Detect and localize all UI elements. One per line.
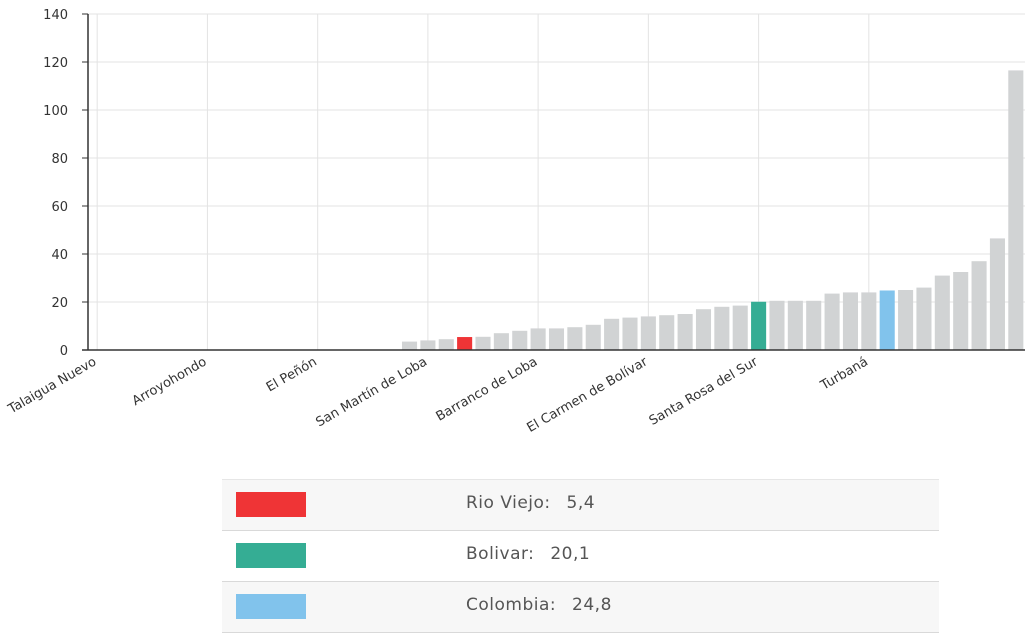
bar-48	[971, 261, 987, 350]
bar-41	[842, 292, 858, 350]
legend-row-colombia: Colombia: 24,8	[222, 582, 939, 633]
legend-swatch-rio-viejo	[236, 492, 306, 517]
bar-34	[714, 306, 730, 350]
bar-46	[934, 275, 950, 350]
legend-text-bolivar: Bolivar: 20,1	[466, 544, 600, 564]
bar-42	[861, 292, 877, 350]
legend-text-colombia: Colombia: 24,8	[466, 595, 622, 615]
y-tick-label-20: 20	[51, 296, 68, 311]
bar-38	[787, 300, 803, 350]
bar-36	[751, 301, 767, 350]
legend-value-bolivar: 20,1	[550, 544, 591, 564]
y-tick-label-40: 40	[51, 248, 68, 263]
legend-table: Rio Viejo: 5,4 Bolivar: 20,1 Colombia: 2…	[222, 479, 939, 633]
legend-label-bolivar: Bolivar:	[466, 544, 535, 564]
bar-21	[475, 336, 491, 350]
legend-label-rio-viejo: Rio Viejo:	[466, 493, 551, 513]
y-tick-label-60: 60	[51, 200, 68, 215]
x-tick-label-18: San Martín de Loba	[313, 354, 429, 430]
bars	[401, 70, 1024, 351]
y-tick-label-140: 140	[43, 8, 68, 23]
y-tick-label-0: 0	[60, 344, 68, 359]
y-axis-ticks: 0 20 40 60 80 100 120 140	[43, 8, 88, 359]
bar-32	[677, 314, 693, 350]
bar-30	[640, 316, 656, 350]
bar-27	[585, 324, 601, 350]
bar-45	[916, 287, 932, 350]
x-tick-label-6: Arroyohondo	[130, 354, 210, 409]
bar-23	[512, 330, 528, 350]
legend-swatch-colombia	[236, 594, 306, 619]
bar-17	[401, 341, 418, 350]
bar-40	[824, 293, 840, 350]
bar-49	[989, 238, 1005, 350]
x-tick-label-0: Talaigua Nuevo	[5, 354, 99, 417]
legend-value-rio-viejo: 5,4	[566, 493, 596, 513]
x-tick-label-30: El Carmen de Bolívar	[525, 354, 651, 436]
legend-text-rio-viejo: Rio Viejo: 5,4	[466, 493, 605, 513]
legend-swatch-bolivar	[236, 543, 306, 568]
bar-31	[659, 315, 675, 350]
legend-value-colombia: 24,8	[572, 595, 612, 615]
y-tick-label-100: 100	[43, 104, 68, 119]
bar-33	[695, 309, 712, 350]
bar-18	[420, 340, 436, 350]
bar-43	[879, 290, 895, 350]
bar-37	[769, 300, 785, 350]
legend-row-bolivar: Bolivar: 20,1	[222, 531, 939, 582]
bar-22	[493, 333, 509, 350]
bar-26	[567, 327, 583, 350]
bar-35	[732, 305, 748, 350]
x-tick-label-42: Turbaná	[817, 354, 870, 393]
y-tick-label-120: 120	[43, 56, 68, 71]
x-tick-label-12: El Peñón	[264, 354, 320, 395]
x-tick-label-36: Santa Rosa del Sur	[647, 354, 761, 429]
legend-label-colombia: Colombia:	[466, 595, 557, 615]
gridlines	[88, 13, 1025, 351]
bar-50	[1008, 70, 1024, 351]
legend-row-rio-viejo: Rio Viejo: 5,4	[222, 479, 939, 531]
bar-39	[806, 300, 822, 350]
bar-25	[548, 328, 565, 350]
bar-20	[457, 337, 473, 350]
bar-chart: 0 20 40 60 80 100 120 140 Talaigua Nuevo Arroyoh…	[5, 8, 1025, 436]
bar-29	[622, 317, 638, 350]
x-tick-label-24: Barranco de Loba	[434, 354, 541, 424]
bar-47	[953, 272, 969, 350]
bar-19	[438, 339, 454, 350]
y-tick-label-80: 80	[51, 152, 68, 167]
bar-24	[530, 328, 546, 350]
bar-44	[898, 290, 914, 350]
bar-28	[604, 318, 620, 350]
